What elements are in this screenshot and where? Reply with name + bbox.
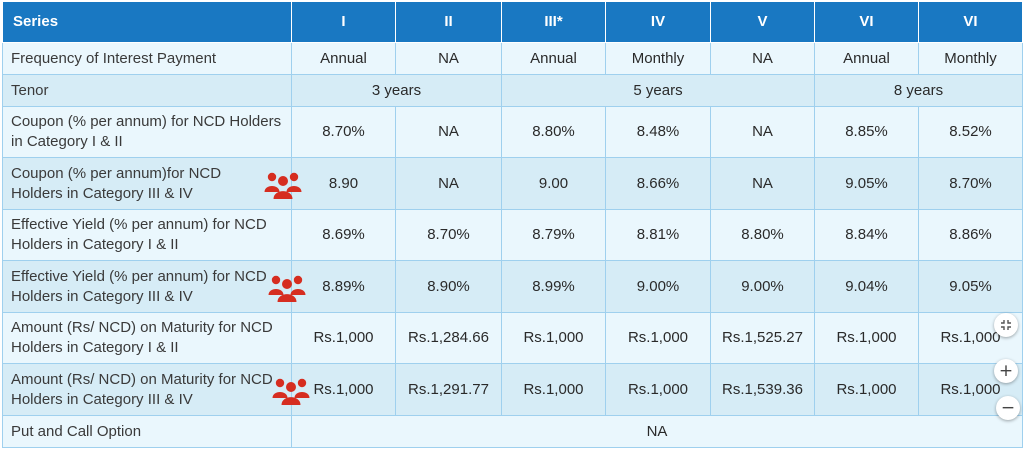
table-cell: Annual: [501, 42, 606, 75]
header-row: Series I II III* IV V VI VI: [2, 1, 1023, 43]
table-cell: Rs.1,525.27: [710, 312, 815, 364]
table-row: Amount (Rs/ NCD) on Maturity for NCD Hol…: [2, 312, 1023, 364]
table-cell: Rs.1,000: [501, 363, 606, 416]
table-row: Amount (Rs/ NCD) on Maturity for NCD Hol…: [2, 363, 1023, 416]
row-label: Amount (Rs/ NCD) on Maturity for NCD Hol…: [11, 370, 273, 408]
table-cell: 8.81%: [605, 209, 711, 261]
zoom-in-button[interactable]: +: [994, 359, 1018, 383]
table-cell: Monthly: [605, 42, 711, 75]
row-label: Effective Yield (% per annum) for NCD Ho…: [11, 267, 267, 305]
table-cell: 9.00%: [605, 260, 711, 313]
table-cell: 8.48%: [605, 106, 711, 158]
table-row: Effective Yield (% per annum) for NCD Ho…: [2, 209, 1023, 261]
row-label: Coupon (% per annum) for NCD Holders in …: [2, 106, 292, 158]
row-label-cell: Amount (Rs/ NCD) on Maturity for NCD Hol…: [2, 363, 310, 416]
table-cell: NA: [710, 42, 815, 75]
table-cell: Rs.1,539.36: [710, 363, 815, 416]
table-row: Coupon (% per annum)for NCD Holders in C…: [2, 157, 1023, 210]
table-cell: 8.89%: [291, 260, 396, 313]
zoom-out-button[interactable]: −: [996, 396, 1020, 420]
table-cell: 8.85%: [814, 106, 919, 158]
table-cell: Monthly: [918, 42, 1023, 75]
row-label: Frequency of Interest Payment: [2, 42, 292, 75]
people-group-icon: [264, 172, 302, 199]
table-cell: 8.80%: [710, 209, 815, 261]
series-header: Series: [2, 1, 292, 43]
table-cell: 9.00: [501, 157, 606, 210]
table-cell: NA: [395, 157, 502, 210]
tenor-group-cell: 3 years: [291, 74, 502, 107]
table-cell: NA: [395, 42, 502, 75]
table-cell: 8.86%: [918, 209, 1023, 261]
table-cell: NA: [395, 106, 502, 158]
table-row: Effective Yield (% per annum) for NCD Ho…: [2, 260, 1023, 313]
series-col-4: IV: [605, 1, 711, 43]
series-col-3: III*: [501, 1, 606, 43]
row-label-cell: Coupon (% per annum)for NCD Holders in C…: [2, 157, 302, 210]
row-label: Amount (Rs/ NCD) on Maturity for NCD Hol…: [2, 312, 292, 364]
tenor-group-cell: 5 years: [501, 74, 815, 107]
ncd-series-table: Series I II III* IV V VI VI Frequency of…: [2, 1, 1023, 448]
table-row: Put and Call Option NA: [2, 415, 1023, 448]
table-cell: Rs.1,000: [605, 312, 711, 364]
row-label: Tenor: [2, 74, 292, 107]
row-label: Coupon (% per annum)for NCD Holders in C…: [11, 164, 222, 202]
table-cell: NA: [710, 157, 815, 210]
table-cell: Rs.1,291.77: [395, 363, 502, 416]
table-cell: 8.90%: [395, 260, 502, 313]
table-cell: Rs.1,000: [814, 363, 919, 416]
table-cell: 8.70%: [918, 157, 1023, 210]
series-col-7: VI: [918, 1, 1023, 43]
table-cell: Rs.1,000: [605, 363, 711, 416]
table-cell: Rs.1,000: [814, 312, 919, 364]
row-label: Effective Yield (% per annum) for NCD Ho…: [2, 209, 292, 261]
table-cell: 9.00%: [710, 260, 815, 313]
table-cell: 8.90: [291, 157, 396, 210]
table-cell: 9.04%: [814, 260, 919, 313]
tenor-group-cell: 8 years: [814, 74, 1023, 107]
series-col-2: II: [395, 1, 502, 43]
table-cell: 8.79%: [501, 209, 606, 261]
compress-icon: [1001, 320, 1011, 330]
table-cell: 9.05%: [814, 157, 919, 210]
table-row: Tenor 3 years 5 years 8 years: [2, 74, 1023, 107]
table-cell: 8.84%: [814, 209, 919, 261]
series-col-1: I: [291, 1, 396, 43]
table-cell: Rs.1,000: [291, 312, 396, 364]
table-row: Coupon (% per annum) for NCD Holders in …: [2, 106, 1023, 158]
table-cell: 8.70%: [395, 209, 502, 261]
series-col-5: V: [710, 1, 815, 43]
table-cell: Rs.1,284.66: [395, 312, 502, 364]
put-call-option-cell: NA: [291, 415, 1023, 448]
table-cell: 8.80%: [501, 106, 606, 158]
table-cell: 8.99%: [501, 260, 606, 313]
table-cell: 8.66%: [605, 157, 711, 210]
table-cell: NA: [710, 106, 815, 158]
table-row: Frequency of Interest Payment Annual NA …: [2, 42, 1023, 75]
series-col-6: VI: [814, 1, 919, 43]
people-group-icon: [272, 378, 310, 405]
table-cell: 8.69%: [291, 209, 396, 261]
table-cell: Rs.1,000: [501, 312, 606, 364]
people-group-icon: [268, 275, 306, 302]
table-cell: Annual: [814, 42, 919, 75]
table-cell: Annual: [291, 42, 396, 75]
table-cell: 9.05%: [918, 260, 1023, 313]
fullscreen-button[interactable]: [994, 313, 1018, 337]
table-cell: 8.52%: [918, 106, 1023, 158]
table-cell: 8.70%: [291, 106, 396, 158]
row-label: Put and Call Option: [2, 415, 292, 448]
row-label-cell: Effective Yield (% per annum) for NCD Ho…: [2, 260, 306, 313]
